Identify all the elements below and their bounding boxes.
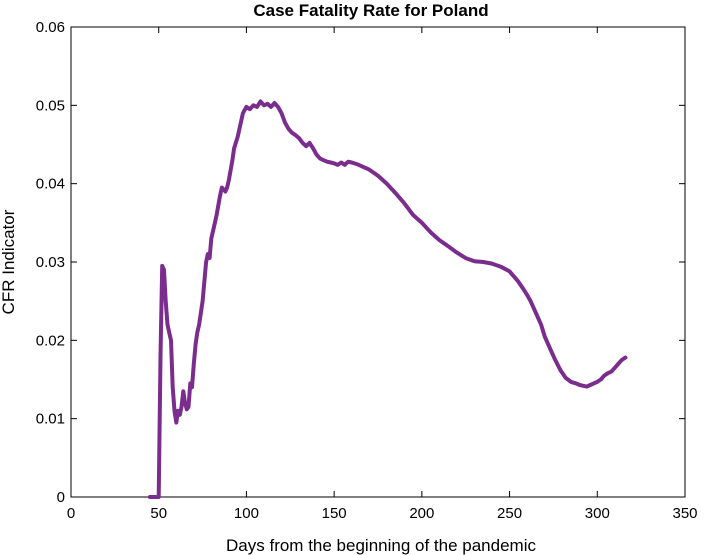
plot-frame — [70, 26, 686, 498]
x-axis-label: Days from the beginning of the pandemic — [226, 536, 536, 555]
y-tick-label: 0.05 — [36, 97, 65, 114]
x-axis: 0 50 100 150 200 250 300 350 — [67, 27, 698, 522]
x-tick-label: 0 — [67, 505, 75, 522]
y-axis: 0 0.01 0.02 0.03 0.04 0.05 0.06 — [36, 19, 685, 506]
y-tick-label: 0.03 — [36, 254, 65, 271]
x-tick-label: 250 — [497, 505, 522, 522]
y-tick-label: 0.01 — [36, 411, 65, 428]
y-tick-label: 0.06 — [36, 19, 65, 36]
x-tick-label: 300 — [585, 505, 610, 522]
y-tick-label: 0.04 — [36, 176, 65, 193]
y-tick-label: 0 — [57, 489, 65, 506]
x-tick-label: 350 — [672, 505, 697, 522]
series-line — [147, 99, 628, 499]
x-tick-label: 200 — [409, 505, 434, 522]
x-tick-label: 50 — [150, 505, 167, 522]
x-tick-label: 100 — [234, 505, 259, 522]
y-axis-label: CFR Indicator — [0, 209, 18, 314]
y-tick-label: 0.02 — [36, 332, 65, 349]
chart-title: Case Fatality Rate for Poland — [253, 1, 488, 20]
x-tick-label: 150 — [322, 505, 347, 522]
series-layer — [147, 99, 628, 499]
